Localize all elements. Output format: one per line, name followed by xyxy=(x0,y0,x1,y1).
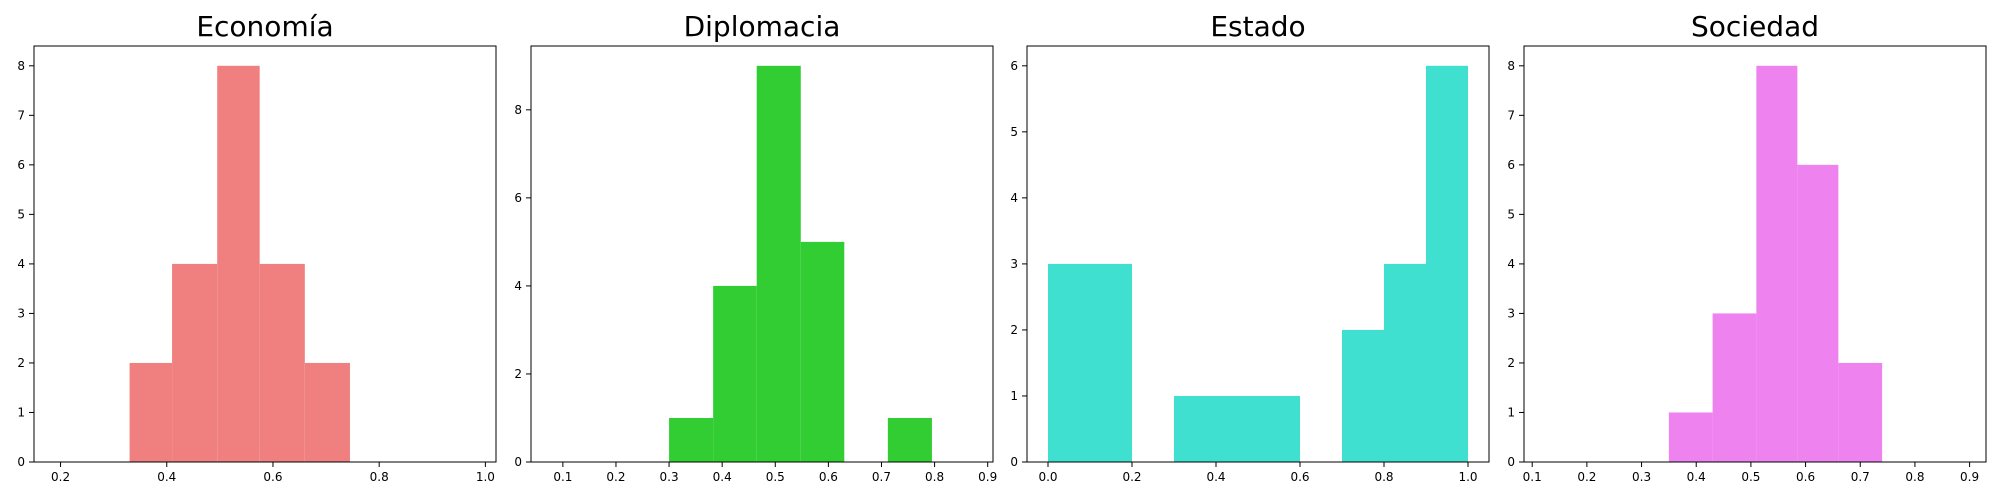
x-tick-label: 0.7 xyxy=(872,470,891,484)
chart-title-economia: Economía xyxy=(196,10,333,43)
histogram-bar xyxy=(1668,412,1713,462)
x-tick-label: 0.1 xyxy=(553,470,572,484)
x-tick-label: 0.6 xyxy=(819,470,838,484)
y-tick-label: 2 xyxy=(17,356,25,370)
x-tick-label: 0.8 xyxy=(1374,470,1393,484)
histogram-bar xyxy=(756,65,801,463)
y-tick-label: 4 xyxy=(1507,257,1515,271)
chart-title-diplomacia: Diplomacia xyxy=(684,10,841,43)
axes-frame xyxy=(1026,45,1490,463)
y-tick-label: 3 xyxy=(1010,257,1018,271)
y-tick-label: 1 xyxy=(1507,405,1515,419)
histogram-bar xyxy=(1838,362,1883,462)
y-tick-label: 0 xyxy=(1010,455,1018,469)
x-tick-label: 0.4 xyxy=(713,470,732,484)
x-tick-label: 0.6 xyxy=(1796,470,1815,484)
x-tick-label: 1.0 xyxy=(1458,470,1477,484)
x-tick-label: 0.4 xyxy=(1687,470,1706,484)
axes-frame xyxy=(33,45,497,463)
x-tick-label: 0.0 xyxy=(1038,470,1057,484)
x-tick-label: 0.6 xyxy=(263,470,282,484)
histogram-bar xyxy=(713,285,757,462)
x-tick-label: 0.9 xyxy=(1960,470,1979,484)
x-tick-label: 0.1 xyxy=(1523,470,1542,484)
y-tick-label: 1 xyxy=(1010,389,1018,403)
y-tick-label: 7 xyxy=(1507,108,1515,122)
x-tick-label: 0.2 xyxy=(1122,470,1141,484)
x-tick-label: 0.2 xyxy=(1577,470,1596,484)
y-tick-label: 6 xyxy=(17,158,25,172)
chart-panel-estado: 0.0 0.2 0.4 0.6 0.8 1.0 0 1 2 3 4 5 6 Estado xyxy=(1010,10,1490,484)
y-tick-label: 1 xyxy=(17,405,25,419)
chart-panel-sociedad: 0.1 0.2 0.3 0.4 0.5 0.6 0.7 0.8 0.9 0 1 2 3 4 5 6 7 8 Soci… xyxy=(1507,10,1987,484)
axes-frame xyxy=(530,45,994,463)
chart-panel-diplomacia: 0.1 0.2 0.3 0.4 0.5 0.6 0.7 0.8 0.9 0 2 4 6 8 Diplomac… xyxy=(514,10,997,484)
y-tick-label: 2 xyxy=(1010,323,1018,337)
x-tick-label: 0.4 xyxy=(1206,470,1225,484)
histogram-bar xyxy=(304,362,350,462)
histogram-bar xyxy=(259,263,305,462)
y-tick-label: 0 xyxy=(17,455,25,469)
y-tick-label: 4 xyxy=(514,279,522,293)
y-tick-label: 4 xyxy=(17,257,25,271)
histogram-bar xyxy=(1756,65,1798,463)
y-tick-label: 0 xyxy=(1507,455,1515,469)
y-tick-label: 3 xyxy=(1507,306,1515,320)
y-tick-label: 4 xyxy=(1010,191,1018,205)
x-tick-label: 0.6 xyxy=(1290,470,1309,484)
x-tick-label: 0.8 xyxy=(925,470,944,484)
chart-title-sociedad: Sociedad xyxy=(1691,10,1819,43)
y-tick-label: 0 xyxy=(514,455,522,469)
chart-title-estado: Estado xyxy=(1210,10,1305,43)
axes-frame xyxy=(1523,45,1987,463)
x-tick-label: 0.3 xyxy=(660,470,679,484)
x-tick-label: 0.4 xyxy=(157,470,176,484)
x-tick-label: 0.7 xyxy=(1851,470,1870,484)
histogram-bar xyxy=(1342,329,1384,462)
y-tick-label: 5 xyxy=(1507,207,1515,221)
y-tick-label: 5 xyxy=(1010,125,1018,139)
histogram-bar xyxy=(669,417,714,462)
y-tick-label: 7 xyxy=(17,108,25,122)
y-tick-label: 2 xyxy=(514,367,522,381)
y-tick-label: 8 xyxy=(514,103,522,117)
y-tick-label: 6 xyxy=(514,191,522,205)
y-tick-label: 5 xyxy=(17,207,25,221)
x-tick-label: 0.9 xyxy=(978,470,997,484)
x-tick-label: 0.3 xyxy=(1632,470,1651,484)
x-tick-label: 0.5 xyxy=(766,470,785,484)
histogram-bar xyxy=(1384,263,1426,462)
x-tick-label: 0.2 xyxy=(606,470,625,484)
histogram-bar xyxy=(172,263,218,462)
x-tick-label: 0.8 xyxy=(1905,470,1924,484)
histogram-bar xyxy=(1797,164,1839,462)
histogram-bar xyxy=(129,362,173,462)
x-tick-label: 0.5 xyxy=(1741,470,1760,484)
histogram-bar xyxy=(800,241,845,462)
histogram-bar xyxy=(1048,263,1132,462)
x-tick-label: 0.2 xyxy=(51,470,70,484)
y-tick-label: 6 xyxy=(1010,59,1018,73)
y-tick-label: 8 xyxy=(17,59,25,73)
y-tick-label: 2 xyxy=(1507,356,1515,370)
y-tick-label: 8 xyxy=(1507,59,1515,73)
x-tick-label: 0.8 xyxy=(370,470,389,484)
chart-panel-economia: 0.2 0.4 0.6 0.8 1.0 0 1 2 3 4 5 6 7 8 Economía xyxy=(17,10,497,484)
x-tick-label: 1.0 xyxy=(476,470,495,484)
y-tick-label: 6 xyxy=(1507,158,1515,172)
histogram-bar xyxy=(1712,313,1757,462)
histogram-bar xyxy=(217,65,260,463)
histogram-bar xyxy=(887,417,932,462)
histogram-bar xyxy=(1426,65,1468,463)
histogram-bar xyxy=(1174,395,1300,462)
y-tick-label: 3 xyxy=(17,306,25,320)
